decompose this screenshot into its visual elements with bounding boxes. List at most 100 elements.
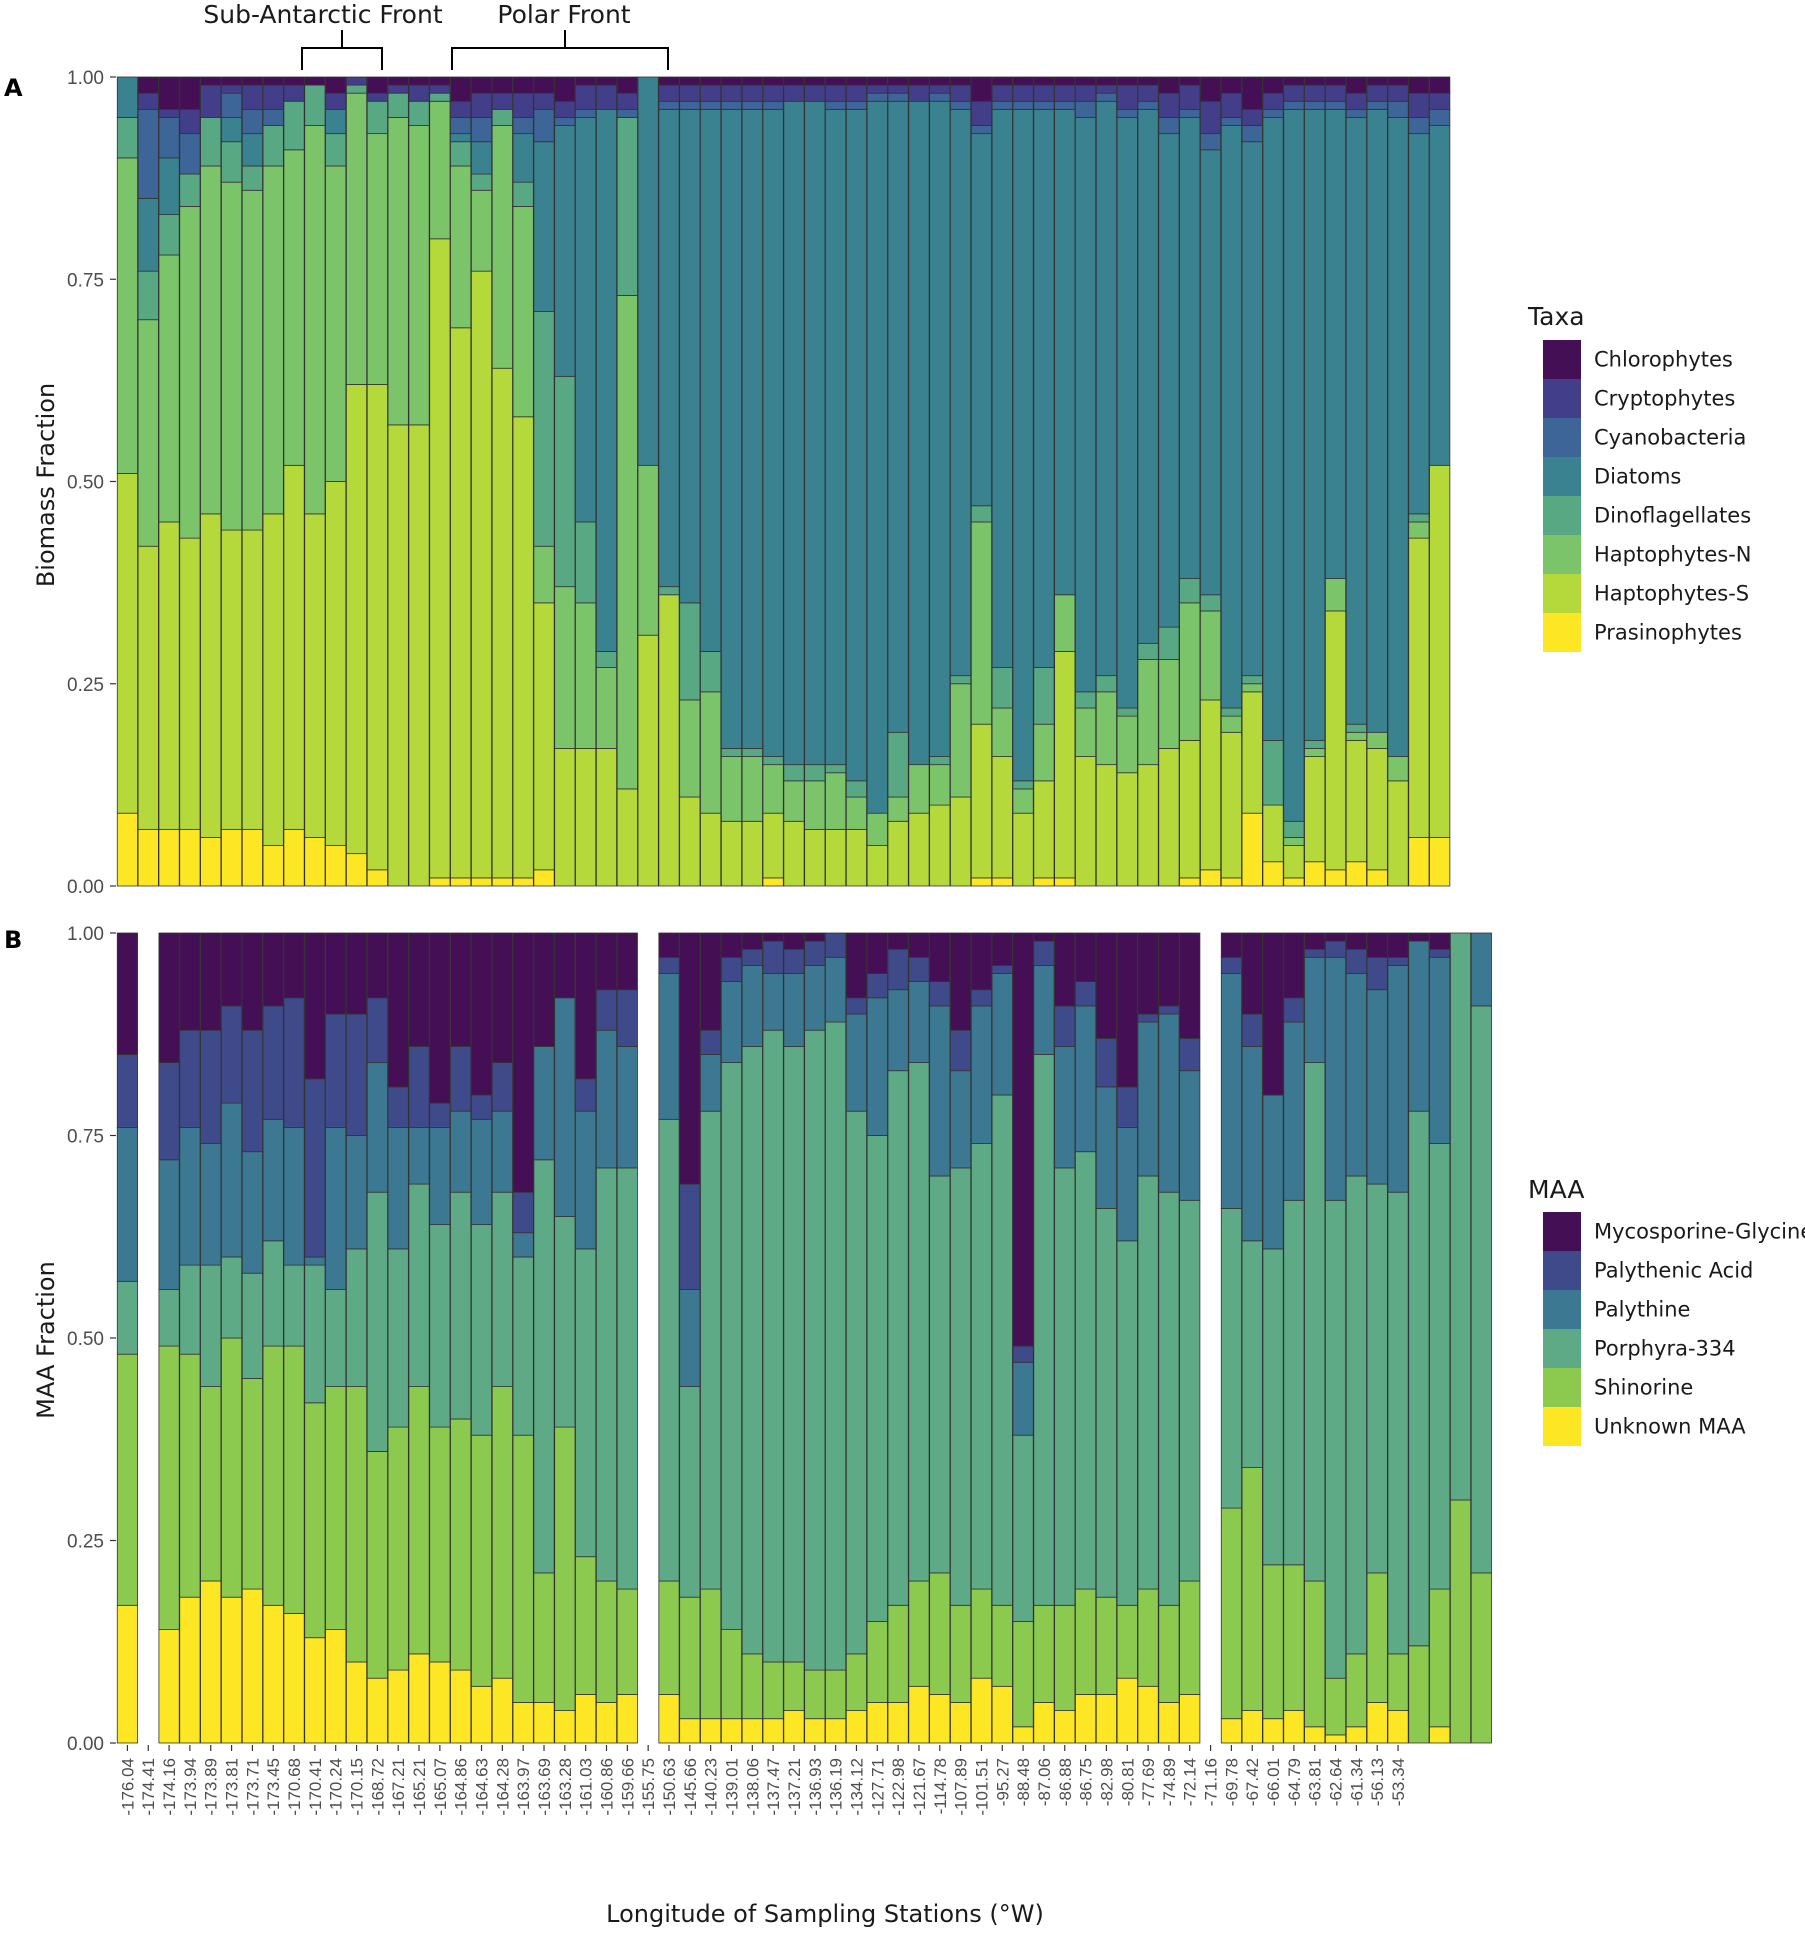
bar-segment-shinorine [262, 1345, 284, 1606]
bar-segment-dinoflagellates [1075, 691, 1097, 709]
bar-segment-haptophytes-s [1033, 780, 1055, 879]
bar-segment-palythenic-acid [1345, 948, 1367, 974]
bar-segment-cryptophytes [991, 84, 1013, 102]
bar-segment-haptophytes-s [991, 756, 1013, 879]
bar-segment-haptophytes-s [658, 594, 680, 887]
bar-segment-cryptophytes [491, 92, 513, 110]
bar-segment-haptophytes-s [825, 828, 847, 887]
bar-segment-chlorophytes [1345, 76, 1367, 94]
bar-segment-prasinophytes [325, 845, 347, 887]
bar-segment-palythine [950, 1070, 972, 1169]
bar-segment-palythine [200, 1143, 222, 1266]
bar-segment-unknown-maa [762, 1718, 784, 1744]
x-tick-label: -62.64 [1327, 1758, 1346, 1806]
bar-segment-prasinophytes [1345, 861, 1367, 887]
bar-segment-mycosporine-glycine [1033, 932, 1055, 942]
bar-segment-haptophytes-n [970, 521, 992, 725]
bar-segment-cyanobacteria [533, 108, 555, 143]
bar-segment-palythine [720, 981, 743, 1063]
legend-label-cryptophytes: Cryptophytes [1594, 387, 1735, 411]
bar-segment-cyanobacteria [1116, 108, 1138, 118]
bar-segment-cyanobacteria [262, 108, 284, 126]
bar-segment-chlorophytes [700, 76, 722, 86]
bar-segment-palythenic-acid [1075, 981, 1097, 1007]
bar-segment-haptophytes-s [470, 270, 493, 879]
x-tick-label: -173.45 [264, 1758, 283, 1816]
bar-segment-cyanobacteria [1179, 108, 1201, 118]
bar-segment-haptophytes-n [1012, 788, 1034, 814]
bar-segment-dinoflagellates [1012, 780, 1034, 790]
bar-segment-haptophytes-n [512, 206, 534, 418]
y-tick-label: 0.50 [67, 473, 104, 494]
bar-segment-cryptophytes [221, 84, 243, 94]
bar-segment-chlorophytes [470, 76, 493, 94]
bar-segment-dinoflagellates [512, 181, 534, 207]
bar-segment-haptophytes-s [720, 820, 743, 887]
bar-segment-porphyra-334 [179, 1264, 201, 1355]
bar-segment-chlorophytes [1408, 76, 1430, 94]
y-tick-label: 1.00 [67, 68, 104, 89]
bar-segment-unknown-maa [575, 1694, 597, 1744]
bar-segment-diatoms [950, 108, 972, 677]
x-tick-label: -121.67 [910, 1758, 929, 1816]
bar-segment-mycosporine-glycine [1075, 932, 1097, 982]
bar-segment-palythine [1345, 973, 1367, 1177]
bar-segment-prasinophytes [137, 828, 159, 887]
bar-segment-porphyra-334 [1387, 1191, 1409, 1655]
bar-segment-mycosporine-glycine [200, 932, 222, 1031]
legend-label-unknown-maa: Unknown MAA [1594, 1415, 1746, 1439]
bar-segment-haptophytes-s [1158, 748, 1180, 887]
bar-segment-haptophytes-s [1179, 739, 1201, 879]
x-tick-label: -122.98 [889, 1758, 908, 1816]
bar-segment-porphyra-334 [1075, 1151, 1097, 1590]
bar-segment-palythine [595, 1029, 618, 1169]
bar-segment-dinoflagellates [470, 173, 493, 191]
bar-segment-dinoflagellates [345, 84, 368, 94]
bar-segment-chlorophytes [387, 76, 409, 86]
bar-segment-mycosporine-glycine [554, 932, 576, 999]
bar-segment-palythine [283, 1127, 305, 1266]
x-tick-label: -163.97 [514, 1758, 533, 1816]
bar-segment-porphyra-334 [1158, 1191, 1180, 1606]
bar-segment-diatoms [575, 117, 597, 523]
bar-segment-diatoms [804, 100, 826, 766]
bar-segment-haptophytes-n [1283, 837, 1305, 846]
bar-segment-mycosporine-glycine [1262, 932, 1284, 1096]
bar-segment-diatoms [1429, 125, 1451, 466]
panel-b-y-axis-title: MAA Fraction [32, 1261, 60, 1419]
bar-segment-prasinophytes [1241, 812, 1263, 887]
bar-segment-palythenic-acid [991, 965, 1013, 974]
bar-segment-chlorophytes [762, 76, 784, 86]
bar-segment-cyanobacteria [470, 117, 493, 143]
bar-segment-chlorophytes [1366, 76, 1388, 86]
bar-segment-haptophytes-s [804, 828, 826, 887]
bar-segment-cryptophytes [1387, 84, 1409, 102]
bar-segment-diatoms [679, 108, 701, 604]
bar-segment-prasinophytes [429, 877, 451, 887]
bar-segment-chlorophytes [1012, 76, 1034, 86]
bar-segment-prasinophytes [1033, 877, 1055, 887]
bar-segment-cryptophytes [700, 84, 722, 102]
bar-segment-chlorophytes [595, 76, 618, 86]
bar-segment-unknown-maa [866, 1702, 888, 1744]
x-tick-label: -176.04 [118, 1758, 137, 1816]
bar-segment-chlorophytes [908, 76, 930, 86]
bar-segment-dinoflagellates [1345, 723, 1367, 733]
bar-segment-chlorophytes [616, 76, 638, 94]
bar-segment-palythine [1325, 956, 1347, 1201]
bar-segment-cryptophytes [1408, 92, 1430, 118]
bar-segment-chlorophytes [325, 76, 347, 94]
x-tick-label: -88.48 [1014, 1758, 1033, 1806]
bar-segment-palythenic-acid [241, 1029, 263, 1153]
bar-segment-palythenic-acid [1429, 948, 1451, 958]
bar-segment-cryptophytes [845, 84, 868, 102]
legend-taxa-title: Taxa [1527, 302, 1585, 331]
bar-segment-porphyra-334 [221, 1256, 243, 1339]
bar-segment-porphyra-334 [741, 1046, 763, 1655]
bar-segment-haptophytes-n [429, 100, 451, 240]
bar-segment-porphyra-334 [1054, 1167, 1076, 1606]
bar-segment-palythine [929, 1005, 951, 1177]
bar-segment-shinorine [658, 1580, 680, 1695]
bar-segment-unknown-maa [887, 1702, 909, 1744]
bar-segment-haptophytes-s [1200, 699, 1222, 871]
